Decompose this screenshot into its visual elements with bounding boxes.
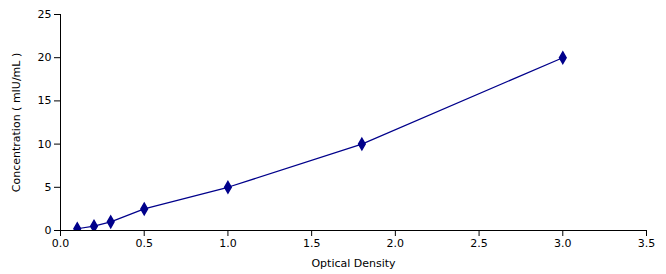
svg-text:0.0: 0.0: [52, 237, 70, 250]
svg-text:2.0: 2.0: [387, 237, 405, 250]
svg-text:25: 25: [38, 8, 52, 21]
svg-text:Concentration ( mIU/mL ): Concentration ( mIU/mL ): [10, 53, 23, 192]
svg-text:15: 15: [38, 94, 52, 107]
svg-text:3.0: 3.0: [554, 237, 572, 250]
svg-text:1.0: 1.0: [219, 237, 237, 250]
svg-text:5: 5: [45, 181, 52, 194]
svg-text:10: 10: [38, 138, 52, 151]
svg-text:0.5: 0.5: [135, 237, 153, 250]
svg-text:Optical Density: Optical Density: [311, 257, 396, 270]
svg-text:20: 20: [38, 51, 52, 64]
svg-text:1.5: 1.5: [303, 237, 321, 250]
svg-text:2.5: 2.5: [470, 237, 488, 250]
svg-text:0: 0: [45, 224, 52, 237]
svg-text:3.5: 3.5: [638, 237, 656, 250]
